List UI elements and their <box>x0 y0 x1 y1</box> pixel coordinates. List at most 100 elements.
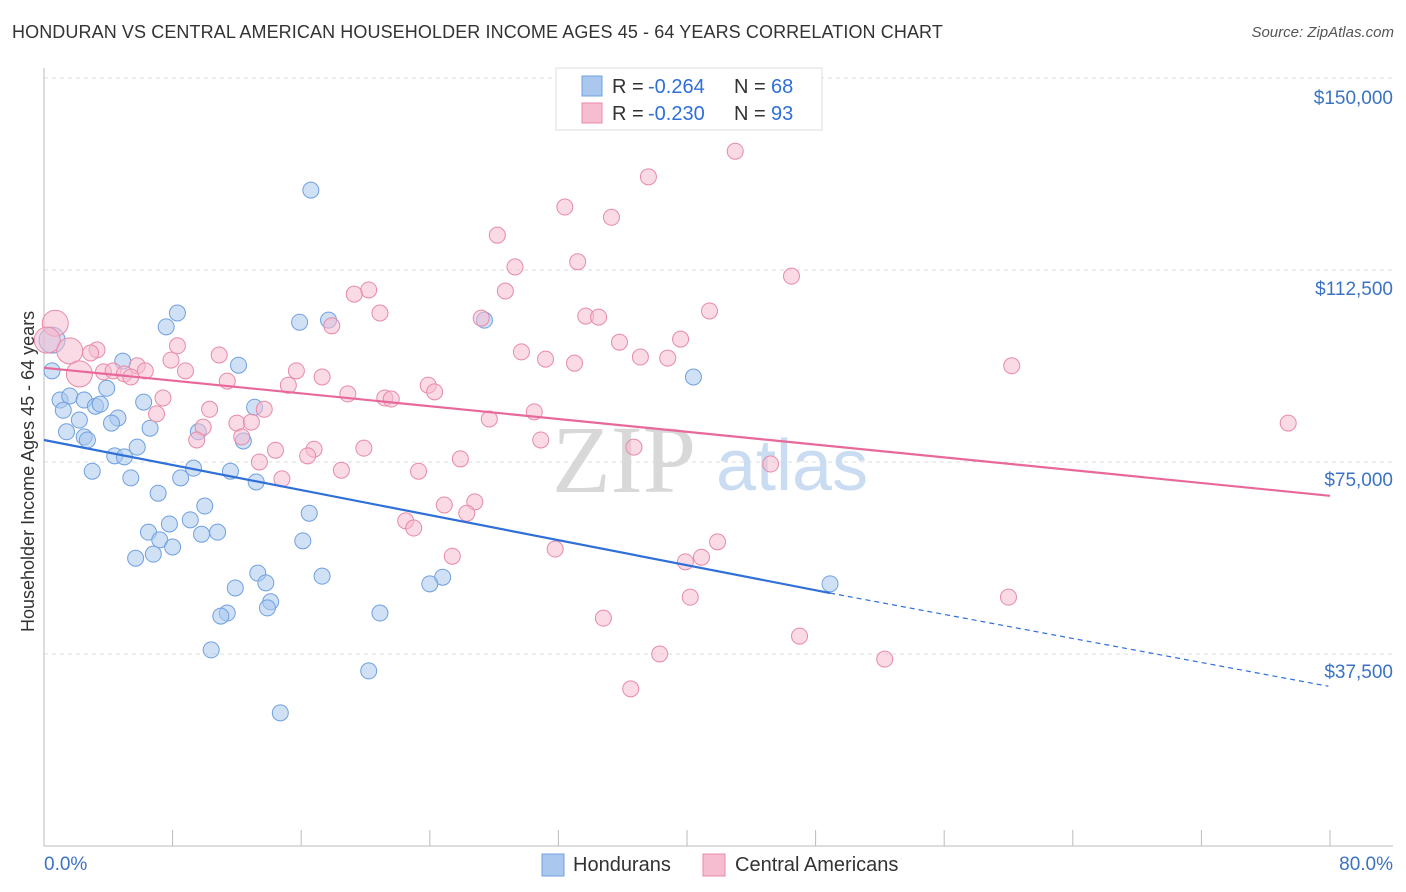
point-honduran <box>127 549 145 567</box>
point-central-american <box>472 309 490 327</box>
point-central-american <box>332 461 350 479</box>
point-honduran <box>821 575 839 593</box>
point-central-american <box>65 360 93 388</box>
point-honduran <box>135 393 153 411</box>
point-central-american <box>701 302 719 320</box>
point-central-american <box>426 383 444 401</box>
point-central-american <box>201 400 219 418</box>
point-honduran <box>54 401 72 419</box>
trend-line-hondurans <box>43 438 831 595</box>
x-tick-max: 80.0% <box>1339 854 1393 875</box>
legend-label-central-americans: Central Americans <box>735 854 898 876</box>
point-honduran <box>193 525 211 543</box>
legend-r-value: -0.264 <box>648 76 705 98</box>
y-tick-150000: $150,000 <box>1314 88 1393 109</box>
x-tick-min: 0.0% <box>44 854 87 875</box>
point-central-american <box>382 390 400 408</box>
trend-line-central-americans <box>43 366 1331 497</box>
point-central-american <box>323 317 341 335</box>
point-honduran <box>168 304 186 322</box>
point-honduran <box>78 431 96 449</box>
point-honduran <box>212 607 230 625</box>
point-honduran <box>58 423 76 441</box>
point-central-american <box>443 547 461 565</box>
point-central-american <box>610 333 628 351</box>
legend-swatch-central-americans <box>581 102 603 124</box>
point-central-american <box>546 540 564 558</box>
axes <box>43 68 1393 847</box>
point-central-american <box>82 344 100 362</box>
point-central-american <box>210 346 228 364</box>
point-central-american <box>162 351 180 369</box>
point-central-american <box>556 198 574 216</box>
point-honduran <box>271 704 289 722</box>
point-honduran <box>181 511 199 529</box>
point-honduran <box>294 532 312 550</box>
point-honduran <box>144 545 162 563</box>
point-central-american <box>651 645 669 663</box>
point-central-american <box>594 609 612 627</box>
point-honduran <box>149 484 167 502</box>
point-honduran <box>91 395 109 413</box>
legend-swatch-central-americans <box>702 853 726 877</box>
point-central-american <box>371 304 389 322</box>
legend-n-label: N = <box>734 76 766 98</box>
legend-swatch-hondurans <box>541 853 565 877</box>
point-honduran <box>371 604 389 622</box>
chart-title: HONDURAN VS CENTRAL AMERICAN HOUSEHOLDER… <box>12 22 943 42</box>
legend-top: R = -0.264 N = 68 R = -0.230 N = 93 <box>555 67 823 131</box>
point-central-american <box>537 350 555 368</box>
point-central-american <box>639 168 657 186</box>
point-central-american <box>451 450 469 468</box>
points-layer <box>33 142 1297 722</box>
point-honduran <box>202 641 220 659</box>
y-tick-75000: $75,000 <box>1324 470 1393 491</box>
point-central-american <box>458 504 476 522</box>
point-honduran <box>300 504 318 522</box>
y-tick-37500: $37,500 <box>1324 662 1393 683</box>
point-honduran <box>302 181 320 199</box>
point-central-american <box>1003 357 1021 375</box>
point-honduran <box>258 599 276 617</box>
point-honduran <box>313 567 331 585</box>
point-central-american <box>602 208 620 226</box>
point-honduran <box>164 538 182 556</box>
point-central-american <box>435 496 453 514</box>
point-central-american <box>250 453 268 471</box>
point-honduran <box>257 574 275 592</box>
point-central-american <box>762 455 780 473</box>
point-honduran <box>160 515 178 533</box>
point-honduran <box>61 387 79 405</box>
point-honduran <box>43 362 61 380</box>
point-central-american <box>692 548 710 566</box>
point-central-american <box>405 519 423 537</box>
point-central-american <box>345 285 363 303</box>
point-central-american <box>709 533 727 551</box>
point-central-american <box>676 553 694 571</box>
point-central-american <box>233 428 251 446</box>
point-central-american <box>1000 588 1017 606</box>
watermark-zip: ZIP <box>552 406 696 513</box>
point-central-american <box>625 438 643 456</box>
point-honduran <box>103 414 121 432</box>
point-central-american <box>168 337 186 355</box>
point-central-american <box>287 362 305 380</box>
legend-bottom: Hondurans Central Americans <box>541 853 898 877</box>
point-central-american <box>1279 414 1297 432</box>
point-honduran <box>684 368 702 386</box>
y-axis-label: Householder Income Ages 45 - 64 years <box>18 311 38 632</box>
legend-r-label: R = <box>612 103 644 125</box>
point-central-american <box>672 330 690 348</box>
legend-r-label: R = <box>612 76 644 98</box>
legend-n-value: 68 <box>771 76 793 98</box>
point-central-american <box>488 226 506 244</box>
point-central-american <box>266 441 284 459</box>
point-honduran <box>226 579 244 597</box>
point-honduran <box>196 497 214 515</box>
point-central-american <box>360 281 378 299</box>
point-honduran <box>98 379 116 397</box>
point-central-american <box>154 389 172 407</box>
point-honduran <box>122 469 140 487</box>
point-central-american <box>565 354 583 372</box>
